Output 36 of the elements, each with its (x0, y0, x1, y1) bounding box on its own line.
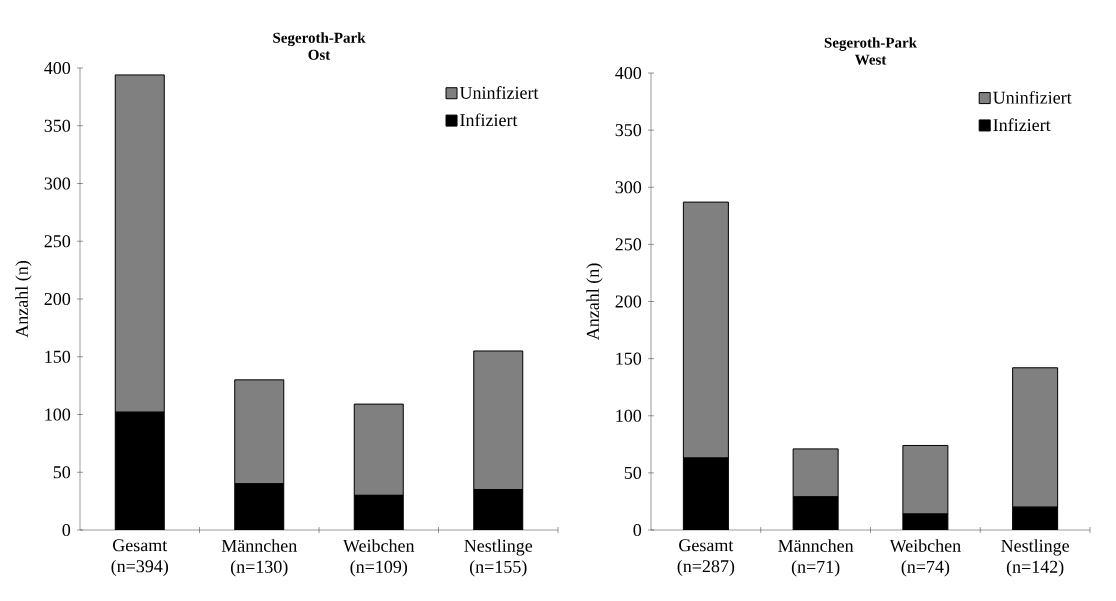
y-tick-label: 250 (44, 235, 71, 248)
y-tick-label: 100 (45, 408, 71, 421)
y-axis-title: Anzahl (n) (586, 263, 603, 341)
chart-title: Segeroth-Park (824, 37, 918, 51)
legend-label: Infiziert (993, 118, 1051, 132)
chart-subtitle: Ost (308, 49, 331, 60)
chart-title: Segeroth-Park (273, 32, 366, 46)
x-tick-label: Männchen (n=71) (778, 539, 854, 577)
y-tick-label: 50 (624, 466, 642, 479)
y-tick-label: 350 (44, 119, 71, 132)
x-tick-label: Männchen (n=130) (221, 539, 297, 577)
y-tick-label: 400 (44, 61, 71, 75)
x-tick-label: Gesamt (n=394) (111, 539, 169, 576)
y-tick-label: 200 (615, 295, 642, 308)
y-tick-label: 150 (45, 350, 71, 363)
legend-label: Uninfiziert (993, 90, 1072, 104)
x-tick-label: Gesamt (n=287) (677, 539, 735, 576)
y-tick-label: 300 (44, 177, 71, 190)
x-tick-label: Weibchen (n=109) (343, 539, 415, 577)
y-tick-label: 200 (44, 292, 71, 306)
chart-subtitle: West (854, 54, 887, 65)
legend-label: Uninfiziert (459, 86, 539, 99)
legend-label: Infiziert (460, 113, 518, 127)
y-tick-label: 250 (615, 238, 642, 251)
x-tick-label: Weibchen (n=74) (889, 539, 961, 577)
y-axis-title: Anzahl (n) (15, 261, 32, 338)
y-tick-label: 300 (615, 181, 642, 194)
y-tick-label: 150 (616, 352, 642, 365)
y-tick-label: 0 (62, 523, 71, 537)
x-tick-label: Nestlinge (n=155) (464, 539, 533, 577)
y-tick-label: 0 (633, 523, 642, 537)
y-tick-label: 100 (616, 409, 642, 422)
y-tick-label: 50 (53, 466, 71, 479)
x-tick-label: Nestlinge (n=142) (1001, 539, 1069, 577)
y-tick-label: 350 (615, 124, 642, 137)
y-tick-label: 400 (615, 66, 642, 80)
